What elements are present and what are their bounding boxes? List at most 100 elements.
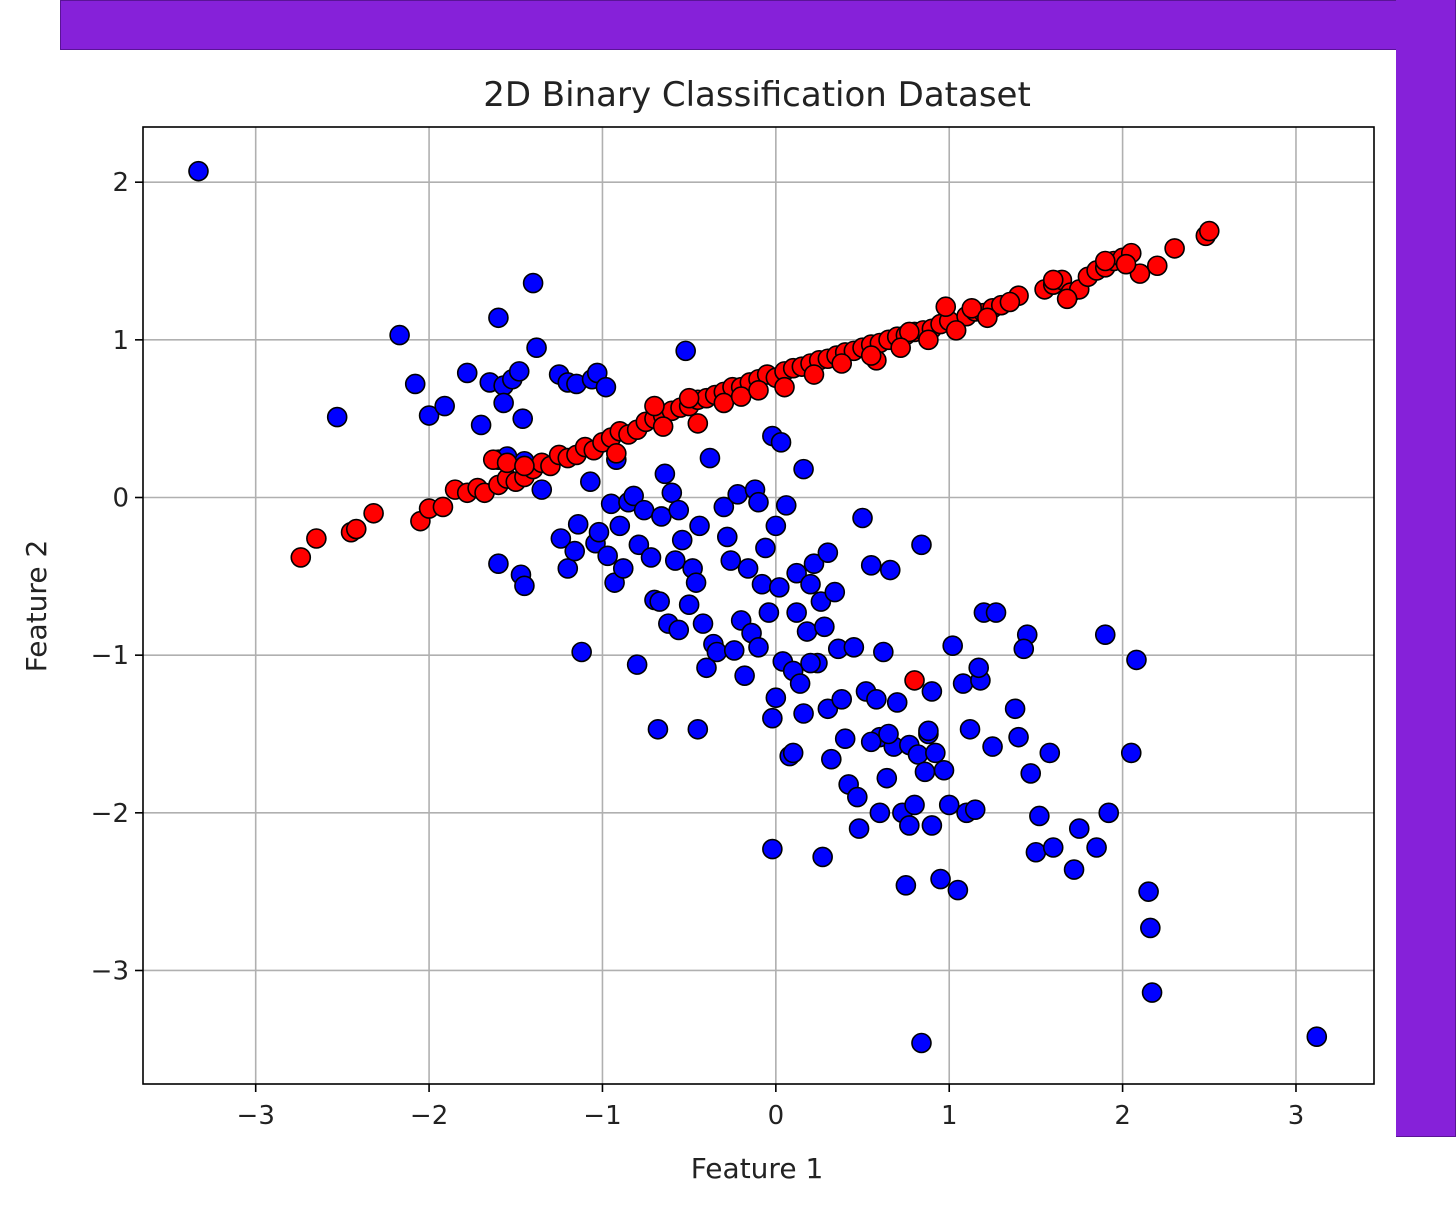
data-point-class-1 <box>860 345 882 366</box>
y-tick-label: −3 <box>91 956 129 986</box>
data-point-class-0 <box>1126 649 1147 671</box>
frame-border-right <box>1396 0 1456 1137</box>
data-point-class-0 <box>1004 698 1026 720</box>
data-point-class-0 <box>588 521 610 543</box>
data-point-class-0 <box>886 692 908 713</box>
data-point-class-0 <box>860 731 882 753</box>
data-point-class-1 <box>961 298 983 319</box>
data-point-class-1 <box>918 329 939 351</box>
data-point-class-0 <box>1029 805 1050 827</box>
data-point-class-1 <box>730 386 752 407</box>
data-point-class-0 <box>911 534 932 556</box>
data-point-class-0 <box>985 602 1007 623</box>
data-point-class-0 <box>1063 859 1085 880</box>
y-tick-label: 2 <box>112 168 129 198</box>
x-tick-label: −1 <box>583 1101 621 1131</box>
data-point-class-0 <box>737 558 759 579</box>
data-point-class-0 <box>1138 881 1159 902</box>
data-point-class-1 <box>1164 238 1185 259</box>
data-point-class-0 <box>699 447 721 469</box>
data-point-class-0 <box>793 703 814 724</box>
x-tick-label: 3 <box>1288 1101 1305 1131</box>
data-point-class-0 <box>876 767 898 789</box>
data-point-class-0 <box>597 545 618 567</box>
data-point-class-0 <box>765 515 787 537</box>
data-point-class-0 <box>812 846 833 868</box>
data-point-class-0 <box>800 573 821 595</box>
data-point-class-0 <box>651 506 672 527</box>
data-point-class-1 <box>652 416 674 437</box>
data-point-class-0 <box>723 640 745 661</box>
data-point-class-0 <box>938 794 960 816</box>
data-point-class-0 <box>847 786 868 808</box>
data-point-class-1 <box>890 337 911 359</box>
data-point-class-0 <box>664 550 686 571</box>
data-point-class-0 <box>758 602 780 623</box>
data-point-class-0 <box>1020 763 1042 784</box>
x-tick-label: −2 <box>410 1101 448 1131</box>
data-point-class-0 <box>626 654 648 675</box>
data-point-class-0 <box>508 361 530 382</box>
data-point-class-0 <box>762 838 783 860</box>
data-point-class-0 <box>628 534 650 556</box>
data-point-class-0 <box>696 657 717 679</box>
axis-ticks: −3 −2 −1 0 1 2 3 −3 −2 −1 0 1 2 <box>91 168 1305 1131</box>
x-tick-label: 2 <box>1114 1101 1131 1131</box>
data-point-class-0 <box>762 707 783 729</box>
data-point-class-0 <box>531 479 553 500</box>
data-point-class-0 <box>899 815 920 836</box>
figure-background <box>60 50 1396 1210</box>
data-point-class-0 <box>734 665 755 686</box>
data-point-class-0 <box>748 491 769 513</box>
data-point-class-0 <box>488 307 509 329</box>
data-point-class-0 <box>843 636 865 658</box>
data-point-class-0 <box>782 742 804 764</box>
data-point-class-0 <box>796 621 818 642</box>
data-point-class-0 <box>911 1032 932 1054</box>
data-point-class-0 <box>188 160 209 182</box>
data-point-class-0 <box>434 395 455 417</box>
data-point-class-0 <box>1141 982 1163 1003</box>
data-point-class-0 <box>654 463 676 485</box>
data-point-class-0 <box>571 641 592 663</box>
data-point-class-0 <box>689 515 710 537</box>
data-point-class-0 <box>769 577 790 598</box>
x-tick-label: −3 <box>237 1101 275 1131</box>
data-point-class-1 <box>644 395 665 417</box>
data-point-class-0 <box>765 687 787 709</box>
data-point-class-0 <box>904 794 925 816</box>
data-point-class-0 <box>675 340 696 362</box>
data-point-class-1 <box>1094 250 1116 272</box>
data-point-class-0 <box>775 495 797 516</box>
data-point-class-0 <box>600 493 622 515</box>
data-point-class-0 <box>968 657 989 679</box>
data-point-class-0 <box>786 562 807 584</box>
x-tick-label: 0 <box>768 1101 785 1131</box>
data-point-class-0 <box>925 742 946 764</box>
data-point-class-1 <box>945 320 967 341</box>
data-point-class-0 <box>770 432 792 453</box>
data-point-class-0 <box>692 613 714 634</box>
data-point-class-0 <box>1013 638 1035 660</box>
data-point-class-0 <box>1140 917 1161 939</box>
y-tick-label: 0 <box>112 484 129 514</box>
data-point-class-0 <box>493 392 514 414</box>
data-point-class-0 <box>1094 624 1116 645</box>
data-point-class-1 <box>687 413 709 434</box>
data-point-class-0 <box>418 405 440 426</box>
data-point-class-0 <box>557 558 579 579</box>
data-point-class-0 <box>713 496 735 518</box>
data-point-class-0 <box>1098 802 1120 824</box>
y-tick-label: 1 <box>112 326 129 356</box>
y-tick-label: −1 <box>91 641 129 671</box>
data-point-class-0 <box>895 875 917 896</box>
data-point-class-0 <box>921 815 943 836</box>
data-point-class-1 <box>1056 288 1078 310</box>
data-point-class-0 <box>514 575 535 597</box>
plot-frame <box>142 126 1375 1085</box>
data-point-class-0 <box>942 635 963 657</box>
data-point-class-0 <box>834 728 856 750</box>
data-point-class-0 <box>921 681 943 702</box>
data-point-class-0 <box>933 759 955 781</box>
data-point-class-0 <box>952 673 974 694</box>
